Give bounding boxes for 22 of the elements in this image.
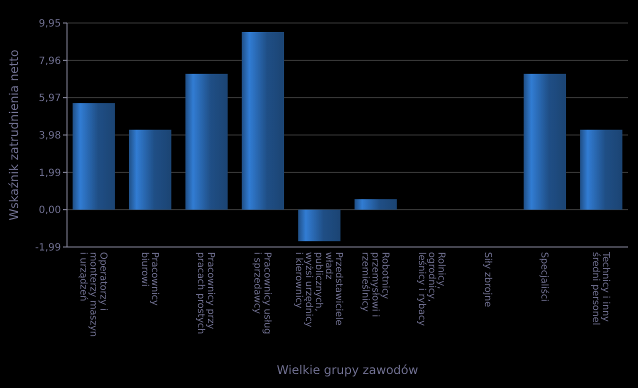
y-tick-label: 5,97 [38, 93, 61, 104]
bar [129, 130, 172, 210]
y-axis-title: Wskaźnik zatrudnienia netto [7, 50, 21, 220]
bar [242, 32, 284, 210]
bar [298, 210, 340, 242]
x-tick-label: Operatorzy i monterzy maszyn i urządzeń [77, 252, 108, 337]
y-tick-label: -1,99 [35, 242, 61, 254]
y-tick-label: 0,00 [38, 205, 61, 216]
bar [185, 74, 228, 210]
y-tick-label: 7,96 [38, 56, 61, 67]
y-tick-label: 9,95 [38, 18, 61, 30]
x-tick-label: Specjaliści [538, 252, 550, 302]
bar [354, 199, 397, 210]
x-tick-label: Pracownicy biurowi [138, 252, 160, 306]
bar [580, 130, 622, 210]
y-tick-label: 1,99 [38, 168, 61, 179]
bar [524, 74, 566, 210]
y-tick-label: 3,98 [38, 130, 61, 142]
x-tick-label: Technicy i inny średni personel [590, 251, 611, 326]
x-axis-title: Wielkie grupy zawodów [276, 363, 418, 377]
x-tick-label: Siły zbrojne [482, 252, 494, 308]
bar [72, 103, 115, 210]
